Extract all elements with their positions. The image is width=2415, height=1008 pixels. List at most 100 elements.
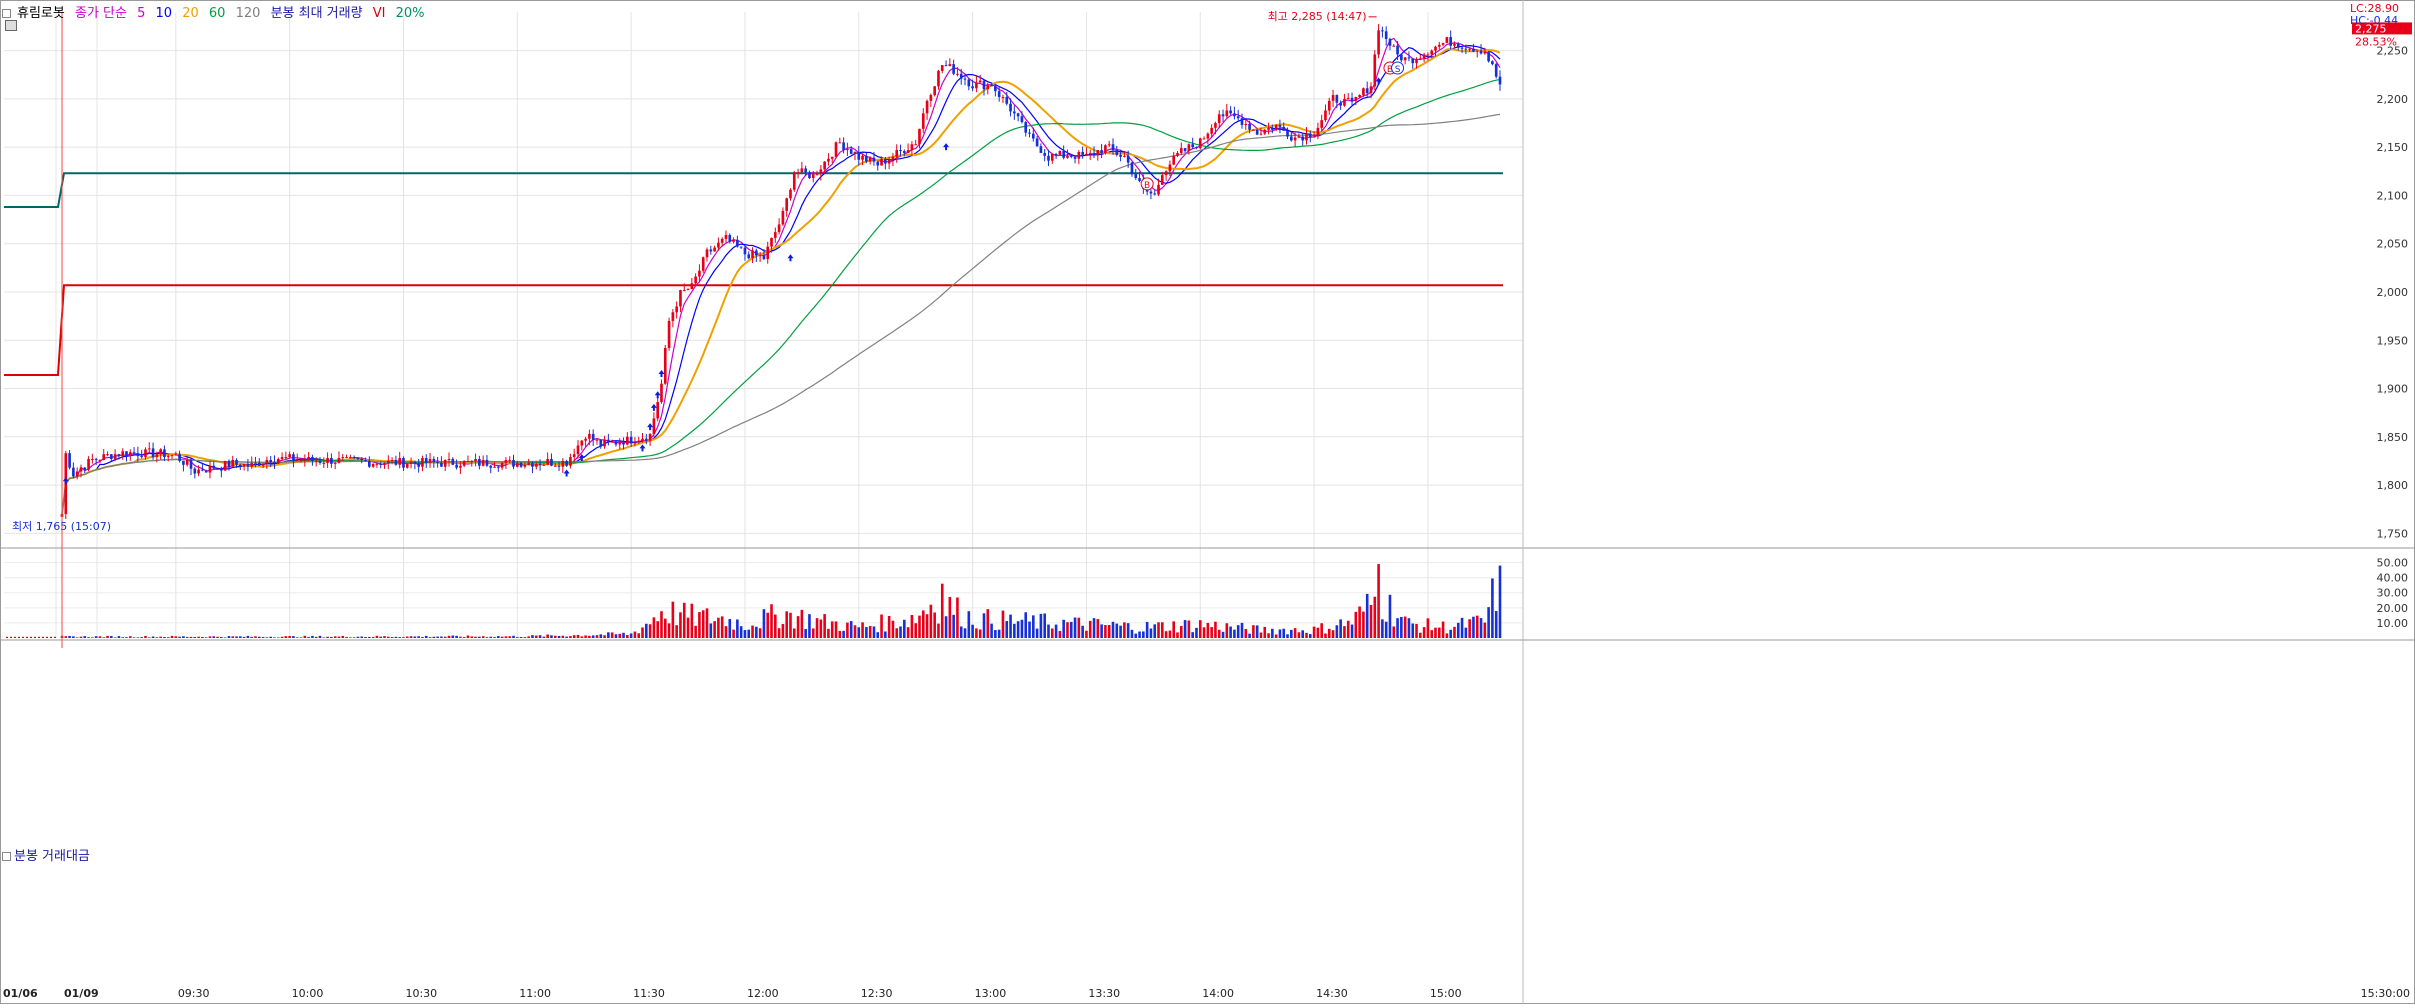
volume-bar <box>1464 627 1468 638</box>
ma-period-5: 5 <box>137 6 146 21</box>
candle-body <box>204 470 208 473</box>
volume-bar <box>679 612 682 638</box>
volume-bar <box>14 636 16 638</box>
candle-body <box>144 449 147 458</box>
candle-body <box>1320 120 1323 128</box>
candle-body <box>1286 130 1289 137</box>
subchart-box-icon[interactable] <box>2 852 11 861</box>
signal-arrow <box>639 444 646 452</box>
volume-bar <box>546 634 549 638</box>
symbol-name[interactable]: 휴림로봇 <box>17 6 65 21</box>
candle-body <box>447 459 451 461</box>
volume-bar <box>436 636 439 638</box>
candle-body <box>557 465 561 467</box>
volume-bar <box>1123 622 1126 638</box>
volume-bar <box>1346 620 1350 638</box>
volume-bar <box>1081 625 1084 638</box>
volume-bar <box>1415 623 1418 638</box>
settings-icon[interactable] <box>5 20 17 31</box>
candle-body <box>906 150 910 153</box>
volume-bar <box>876 632 880 638</box>
candle-body <box>405 463 409 468</box>
candle-body <box>409 461 413 464</box>
candle-body <box>1126 155 1130 163</box>
volume-bar <box>952 614 955 638</box>
volume-bar <box>113 637 117 638</box>
volume-bar <box>781 623 785 638</box>
candle-body <box>440 462 443 467</box>
volume-bar <box>648 624 652 638</box>
volume-bar <box>538 635 542 638</box>
volume-bar <box>500 636 504 638</box>
candle-body <box>386 460 390 463</box>
signal-arrow <box>650 403 657 411</box>
candle-body <box>842 142 845 151</box>
candle-body <box>257 462 261 466</box>
candle-body <box>193 468 197 474</box>
candle-body <box>1335 95 1339 103</box>
candle-body <box>682 290 686 292</box>
volume-bar <box>565 636 568 638</box>
volume-bar <box>815 618 819 638</box>
candle-body <box>1377 30 1380 55</box>
candle-body <box>1233 113 1236 117</box>
candle-body <box>633 442 637 444</box>
volume-bar <box>1316 627 1320 638</box>
candle-body <box>899 150 902 152</box>
candle-body <box>326 458 329 463</box>
time-tick-label: 12:30 <box>861 987 893 1000</box>
volume-bar <box>50 636 52 638</box>
volume-bar <box>1487 607 1490 638</box>
volume-bar <box>299 637 303 638</box>
candle-body <box>212 465 216 469</box>
volume-bar <box>792 628 796 638</box>
candle-body <box>880 158 883 166</box>
candle-body <box>1365 88 1369 94</box>
candle-body <box>534 463 538 467</box>
candle-body <box>265 459 269 464</box>
candle-body <box>777 224 781 233</box>
volume-bar <box>789 612 792 638</box>
candle-body <box>428 459 432 463</box>
candle-body <box>690 283 694 290</box>
volume-bar <box>1058 630 1062 638</box>
volume-bar <box>1104 625 1107 638</box>
volume-bar <box>163 637 166 638</box>
candle-body <box>902 151 906 153</box>
volume-bar <box>22 636 24 638</box>
candle-body <box>1343 98 1346 106</box>
candle-body <box>295 459 299 461</box>
candle-body <box>1240 118 1244 125</box>
volume-bar <box>626 634 629 638</box>
volume-bar <box>910 614 914 638</box>
volume-bar <box>663 618 667 638</box>
time-tick-label: 13:00 <box>975 987 1007 1000</box>
candle-body <box>948 64 952 67</box>
candle-body <box>1130 162 1134 175</box>
candle-body <box>766 246 770 260</box>
volume-bar <box>1305 632 1308 638</box>
candle-body <box>1312 136 1316 138</box>
volume-bar <box>1434 627 1437 638</box>
candle-body <box>379 463 383 465</box>
volume-bar <box>1077 617 1081 638</box>
candle-body <box>1104 145 1107 153</box>
volume-bar <box>1092 618 1096 638</box>
volume-bar <box>1149 628 1153 638</box>
candle-body <box>1043 152 1047 156</box>
candle-body <box>1153 193 1157 195</box>
candle-body <box>269 459 273 462</box>
candle-body <box>333 462 337 464</box>
grid <box>4 12 1523 638</box>
candle-body <box>1005 96 1009 104</box>
volume-bar <box>880 614 883 638</box>
price-tick-label: 1,800 <box>2377 479 2409 492</box>
candle-body <box>1096 150 1100 155</box>
volume-bar <box>208 636 212 638</box>
volume-bar <box>819 619 823 638</box>
candle-body <box>629 436 633 444</box>
legend-box-icon[interactable] <box>2 9 11 18</box>
candle-body <box>1176 152 1179 156</box>
candle-body <box>1388 39 1392 46</box>
